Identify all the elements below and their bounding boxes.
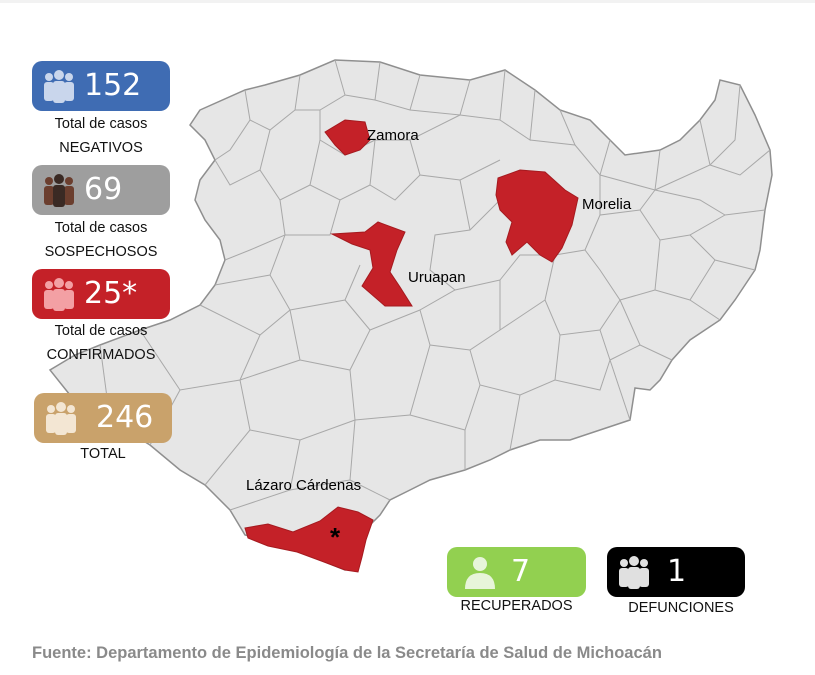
uruapan-area <box>330 221 413 307</box>
morelia-area <box>495 169 579 263</box>
sospechosos-badge: 69 <box>32 165 170 215</box>
sospechosos-caption: Total de casos SOSPECHOSOS <box>32 216 170 264</box>
defunciones-caption: DEFUNCIONES <box>628 600 734 616</box>
people-group-icon <box>44 278 74 311</box>
map-label-uruapan: Uruapan <box>408 269 466 286</box>
people-group-icon <box>44 70 74 103</box>
confirmados-caption: Total de casos CONFIRMADOS <box>32 319 170 367</box>
confirmados-caption-line2: CONFIRMADOS <box>46 347 156 363</box>
sospechosos-count: 69 <box>84 172 123 207</box>
map-label-morelia: Morelia <box>582 196 632 213</box>
confirmed-municipalities <box>244 119 579 573</box>
negativos-caption: Total de casos NEGATIVOS <box>32 112 170 160</box>
total-caption: TOTAL <box>80 446 126 462</box>
sospechosos-caption-line2: SOSPECHOSOS <box>44 244 158 260</box>
confirmados-count: 25* <box>84 276 138 311</box>
negativos-caption-line1: Total de casos <box>54 116 148 132</box>
people-group-icon <box>44 174 74 207</box>
lazaro-cardenas-area <box>244 506 374 573</box>
recuperados-count: 7 <box>511 554 531 589</box>
confirmados-caption-line1: Total de casos <box>54 323 148 339</box>
confirmados-badge: 25* <box>32 269 170 319</box>
people-group-icon <box>46 402 76 435</box>
sospechosos-caption-line1: Total de casos <box>54 220 148 236</box>
total-count: 246 <box>96 400 154 435</box>
zamora-area <box>324 119 371 156</box>
total-badge: 246 <box>34 393 172 443</box>
negativos-badge: 152 <box>32 61 170 111</box>
defunciones-count: 1 <box>667 554 687 589</box>
recuperados-badge: 7 <box>447 547 586 597</box>
people-group-icon <box>619 556 649 589</box>
person-icon <box>465 557 495 589</box>
recuperados-caption: RECUPERADOS <box>460 598 573 614</box>
negativos-caption-line2: NEGATIVOS <box>59 140 143 156</box>
defunciones-badge: 1 <box>607 547 745 597</box>
map-label-lazaro-cardenas: Lázaro Cárdenas <box>246 477 362 494</box>
top-divider <box>0 0 815 3</box>
map-asterisk-marker: * <box>330 522 341 552</box>
source-footer: Fuente: Departamento de Epidemiología de… <box>32 644 662 662</box>
negativos-count: 152 <box>84 68 142 103</box>
map-label-zamora: Zamora <box>367 127 419 144</box>
